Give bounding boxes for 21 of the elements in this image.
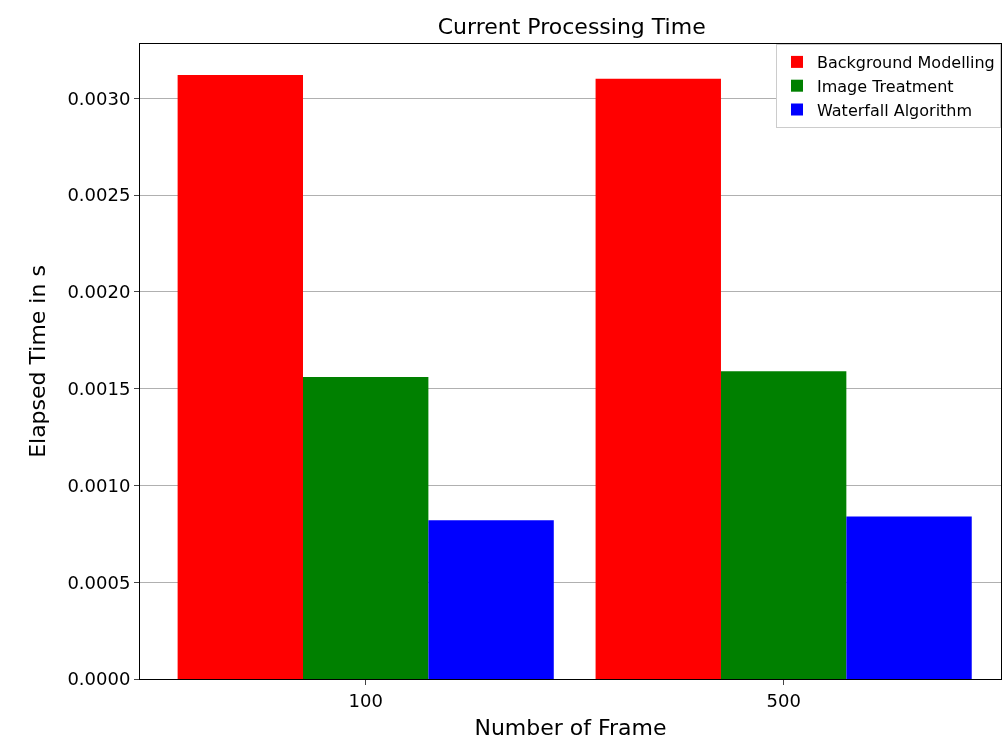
y-axis-title: Elapsed Time in s	[25, 265, 51, 458]
bar	[303, 376, 429, 679]
legend-label: Waterfall Algorithm	[817, 100, 973, 120]
y-tick-label: 0.0010	[67, 474, 131, 496]
x-tick-label: 500	[766, 689, 801, 711]
bar	[846, 516, 972, 679]
y-tick-label: 0.0005	[67, 571, 131, 593]
legend-label: Image Treatment	[817, 76, 954, 96]
y-tick-label: 0.0025	[67, 184, 131, 206]
x-axis-title: Number of Frame	[474, 715, 667, 741]
x-tick-label: 100	[348, 689, 383, 711]
y-tick-label: 0.0000	[67, 668, 131, 690]
legend-label: Background Modelling	[817, 53, 995, 73]
y-tick-label: 0.0015	[67, 377, 131, 399]
bar	[720, 371, 847, 679]
chart-title: Current Processing Time	[437, 14, 706, 40]
bar	[428, 520, 554, 679]
y-tick-label: 0.0030	[67, 87, 131, 109]
bar	[595, 78, 721, 679]
bar	[177, 74, 303, 679]
y-tick-label: 0.0020	[67, 281, 131, 303]
